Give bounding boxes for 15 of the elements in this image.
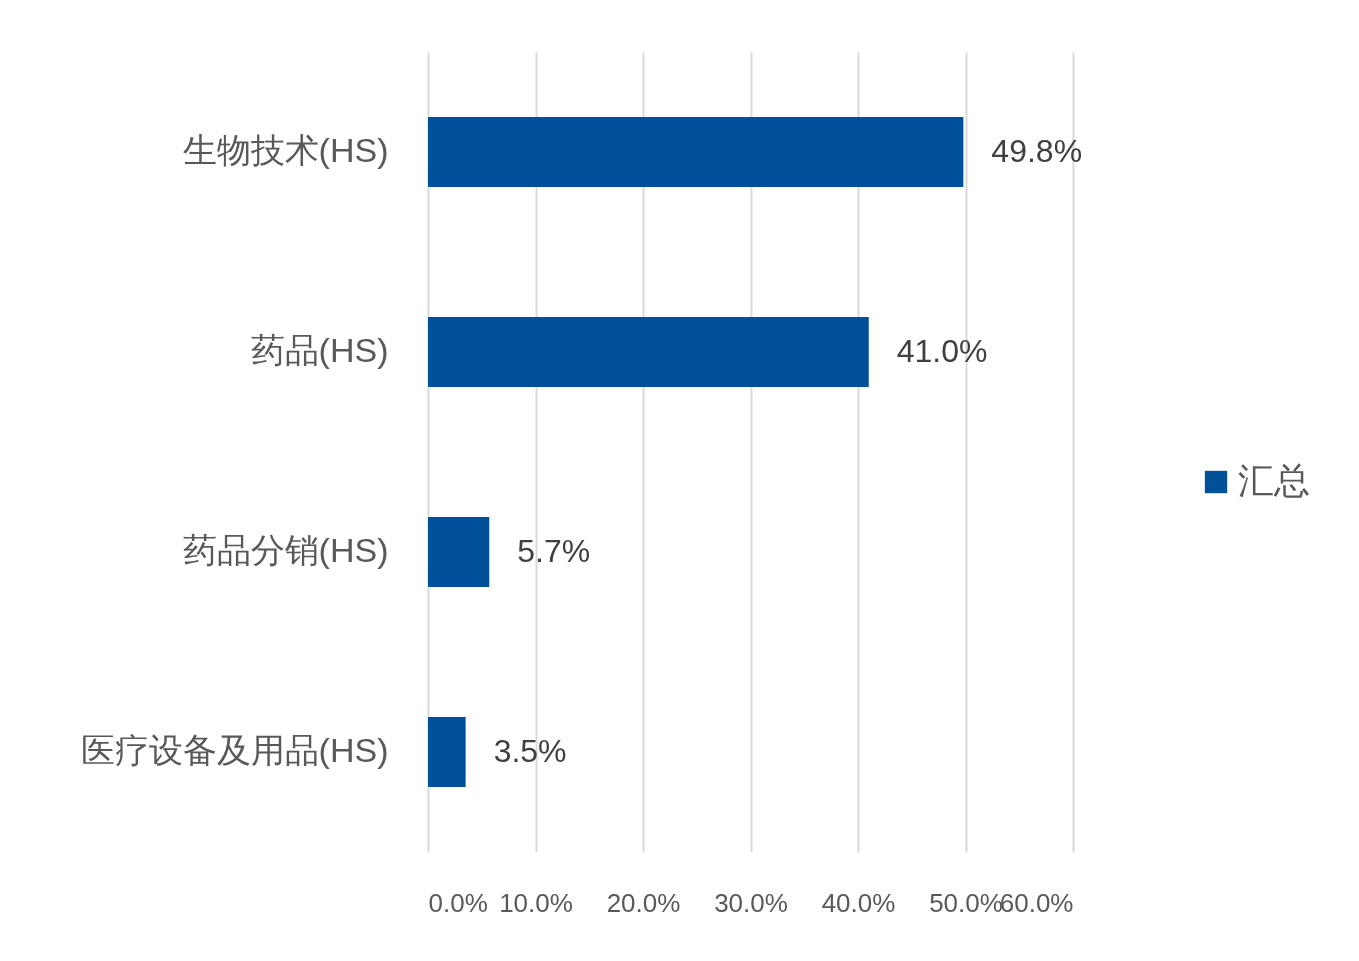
y-tick-label: 药品(HS) <box>250 331 389 369</box>
y-tick-label: 药品分销(HS) <box>182 531 389 569</box>
x-tick-label: 20.0% <box>606 887 681 918</box>
x-tick-label: 10.0% <box>499 887 573 918</box>
data-label: 41.0% <box>896 333 988 369</box>
x-tick-label: 40.0% <box>821 887 896 918</box>
legend-label: 汇总 <box>1238 460 1310 501</box>
data-label: 3.5% <box>493 733 567 769</box>
y-tick-label: 生物技术(HS) <box>182 131 389 169</box>
x-tick-label: 50.0% <box>929 887 1003 918</box>
data-label: 5.7% <box>517 533 591 569</box>
data-label: 49.8% <box>991 133 1083 169</box>
y-tick-label: 医疗设备及用品(HS) <box>80 731 389 769</box>
x-tick-label: 0.0% <box>428 887 488 918</box>
x-tick-label: 30.0% <box>714 887 788 918</box>
